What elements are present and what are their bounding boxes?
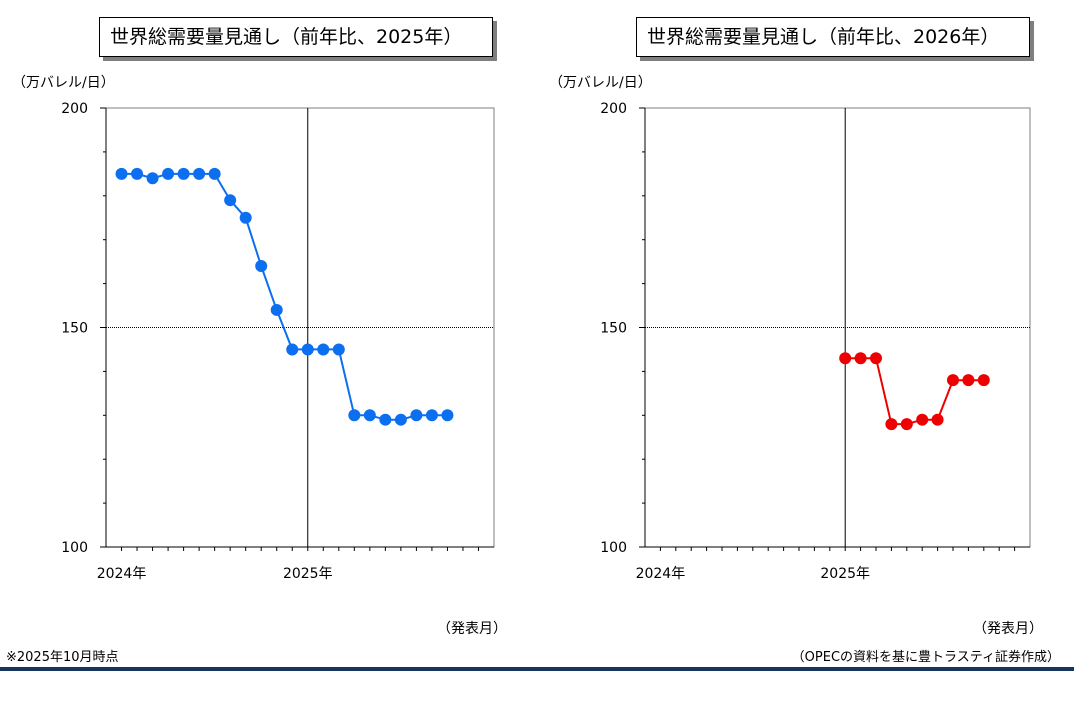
y-unit-label-2026: （万バレル/日） — [549, 75, 652, 91]
data-point-2026 — [977, 374, 990, 387]
data-point-2026 — [916, 413, 929, 426]
y-unit-label-2025: （万バレル/日） — [12, 75, 115, 91]
data-point-2025 — [363, 409, 376, 422]
data-point-2026 — [900, 418, 913, 431]
data-point-2025 — [162, 167, 175, 180]
data-point-2025 — [224, 194, 237, 207]
chart-title-2026: 世界総需要量見通し（前年比、2026年） — [636, 17, 1030, 57]
data-point-2025 — [332, 343, 345, 356]
data-point-2025 — [286, 343, 299, 356]
data-point-2025 — [441, 409, 454, 422]
series-line-2025 — [121, 172, 448, 421]
x-axis-label-2025: （発表月） — [437, 621, 507, 637]
chart-title-2025: 世界総需要量見通し（前年比、2025年） — [99, 17, 493, 57]
data-point-2026 — [885, 418, 898, 431]
data-point-2025 — [270, 303, 283, 316]
y-tick-label-2026: 100 — [600, 540, 627, 556]
data-point-2025 — [146, 172, 159, 185]
x-axis-label-2026: （発表月） — [973, 621, 1043, 637]
x-tick-label-2025: 2024年 — [97, 566, 147, 582]
data-point-2025 — [208, 167, 221, 180]
data-point-2026 — [854, 352, 867, 365]
footnote: ※2025年10月時点 — [6, 650, 119, 665]
series-line-2026 — [845, 357, 984, 426]
data-point-2025 — [131, 167, 144, 180]
data-point-2025 — [348, 409, 361, 422]
y-tick-label-2025: 150 — [61, 321, 88, 337]
data-point-2026 — [931, 413, 944, 426]
x-tick-label-2026: 2025年 — [820, 566, 870, 582]
source-credit: （OPECの資料を基に豊トラスティ証券作成） — [791, 650, 1060, 665]
data-point-2025 — [317, 343, 330, 356]
data-point-2025 — [115, 167, 128, 180]
data-point-2025 — [239, 211, 252, 224]
y-tick-label-2025: 100 — [61, 540, 88, 556]
data-point-2025 — [379, 413, 392, 426]
bottom-divider — [0, 667, 1074, 671]
data-point-2025 — [177, 167, 190, 180]
data-point-2025 — [255, 260, 268, 273]
data-point-2026 — [839, 352, 852, 365]
y-tick-label-2026: 200 — [600, 101, 627, 117]
data-point-2026 — [870, 352, 882, 365]
data-point-2026 — [947, 374, 959, 387]
data-point-2026 — [962, 374, 975, 387]
y-tick-label-2026: 150 — [600, 321, 627, 337]
y-tick-label-2025: 200 — [61, 101, 88, 117]
x-tick-label-2025: 2025年 — [283, 566, 333, 582]
data-point-2025 — [394, 413, 407, 426]
data-point-2025 — [425, 409, 438, 422]
x-tick-label-2026: 2024年 — [636, 566, 686, 582]
data-point-2025 — [410, 409, 423, 422]
data-point-2025 — [301, 343, 314, 356]
data-point-2025 — [193, 167, 206, 180]
